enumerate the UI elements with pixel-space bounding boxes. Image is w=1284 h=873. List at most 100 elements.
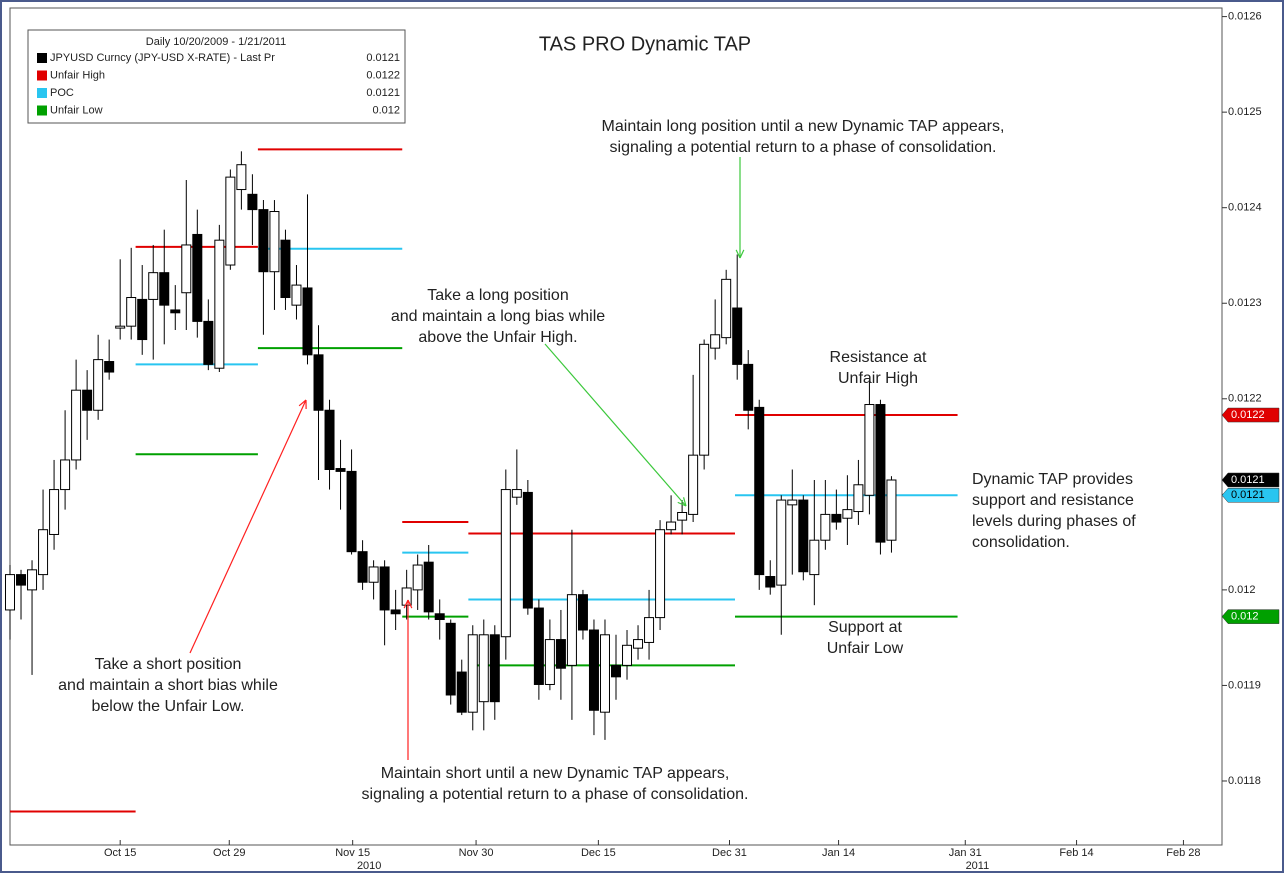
- candle-body: [500, 489, 511, 638]
- annotation: support and resistance: [972, 492, 1134, 509]
- annotation: Unfair Low: [827, 640, 904, 657]
- legend-value: 0.012: [372, 104, 400, 116]
- y-tick-label: 0.0125: [1228, 106, 1262, 118]
- legend-label: Unfair High: [50, 69, 105, 81]
- candle-body: [533, 607, 544, 685]
- y-tick-label: 0.0118: [1228, 775, 1261, 787]
- candle-body: [115, 325, 126, 329]
- candle-body: [434, 613, 445, 621]
- x-tick-label: Dec 31: [712, 847, 747, 859]
- candle-body: [280, 239, 291, 299]
- candle-body: [16, 574, 27, 586]
- candle-body: [809, 539, 820, 576]
- candle-body: [159, 272, 170, 306]
- legend-value: 0.0122: [366, 69, 400, 81]
- candle-body: [522, 491, 533, 609]
- annotation: signaling a potential return to a phase …: [362, 786, 749, 803]
- candle-body: [302, 287, 313, 356]
- candle-body: [269, 211, 280, 273]
- candle-body: [842, 509, 853, 519]
- legend-label: JPYUSD Curncy (JPY-USD X-RATE) - Last Pr: [50, 52, 275, 64]
- y-tick-label: 0.0119: [1228, 679, 1261, 691]
- price-tag: [1221, 488, 1280, 503]
- candle-body: [71, 389, 82, 461]
- x-tick-label: Oct 15: [104, 847, 136, 859]
- candle-body: [677, 511, 688, 521]
- candle-body: [38, 529, 49, 576]
- candle-body: [379, 566, 390, 611]
- candle-body: [291, 284, 302, 306]
- candle-body: [247, 193, 258, 211]
- candle-body: [126, 297, 137, 327]
- annotation: and maintain a long bias while: [391, 308, 605, 325]
- candle-body: [346, 470, 357, 553]
- annotation: Take a short position: [95, 656, 242, 673]
- candle-body: [258, 209, 269, 273]
- legend-swatch: [37, 105, 47, 116]
- candle-body: [456, 671, 467, 713]
- price-tag: [1221, 472, 1280, 488]
- candle-body: [236, 164, 247, 191]
- y-tick-label: 0.0124: [1228, 202, 1262, 214]
- legend-value: 0.0121: [366, 52, 400, 64]
- annotation: Resistance at: [830, 349, 927, 366]
- candle-body: [445, 622, 456, 696]
- candle-body: [412, 564, 423, 591]
- candle-body: [853, 484, 864, 513]
- price-tag-label: 0.0122: [1231, 409, 1265, 421]
- annotation: signaling a potential return to a phase …: [610, 139, 997, 156]
- candle-body: [831, 513, 842, 523]
- price-tag-label: 0.012: [1231, 611, 1259, 623]
- candle-body: [599, 634, 610, 713]
- chart-title: TAS PRO Dynamic TAP: [539, 33, 751, 55]
- candle-body: [588, 629, 599, 711]
- candle-body: [864, 404, 875, 496]
- candle-body: [467, 634, 478, 713]
- candle-body: [313, 354, 324, 411]
- y-tick-label: 0.0126: [1228, 11, 1262, 23]
- candle-body: [203, 320, 214, 365]
- annotation: Support at: [828, 619, 902, 636]
- price-tag-label: 0.0121: [1231, 474, 1265, 486]
- candle-body: [787, 499, 798, 506]
- candle-body: [555, 639, 566, 669]
- candle-body: [732, 307, 743, 365]
- legend-box: [27, 29, 406, 124]
- candle-body: [60, 459, 71, 491]
- candle-body: [820, 513, 831, 541]
- legend-swatch: [37, 70, 47, 81]
- y-tick-label: 0.0123: [1228, 297, 1262, 309]
- annotation: below the Unfair Low.: [92, 698, 245, 715]
- annotation: Maintain short until a new Dynamic TAP a…: [381, 765, 730, 782]
- x-tick-label: Nov 15: [335, 847, 370, 859]
- annotation: and maintain a short bias while: [58, 677, 278, 694]
- candle-body: [886, 479, 897, 541]
- candle-body: [489, 634, 500, 703]
- x-tick-label: Jan 14: [822, 847, 855, 859]
- candle-body: [368, 566, 379, 583]
- y-tick-label: 0.012: [1228, 584, 1256, 596]
- candle-body: [699, 343, 710, 456]
- candle-body: [633, 639, 644, 649]
- price-tag-label: 0.0121: [1231, 489, 1265, 501]
- candle-body: [5, 574, 15, 611]
- candle-body: [357, 551, 368, 583]
- year-label: 2010: [357, 860, 381, 872]
- candle-body: [148, 272, 159, 300]
- candle-body: [721, 278, 732, 339]
- candle-body: [566, 594, 577, 666]
- legend-header: Daily 10/20/2009 - 1/21/2011: [146, 36, 286, 48]
- candle-body: [544, 639, 555, 685]
- arrow-head: [403, 599, 413, 609]
- annotation: Take a long position: [427, 287, 568, 304]
- candle-body: [324, 409, 335, 470]
- x-tick-label: Dec 15: [581, 847, 616, 859]
- arrow-head: [298, 399, 307, 410]
- x-tick-label: Feb 28: [1166, 847, 1200, 859]
- y-tick-label: 0.0122: [1228, 393, 1262, 405]
- candle-body: [181, 244, 192, 294]
- legend-label: Unfair Low: [50, 104, 103, 116]
- candle-body: [765, 576, 776, 588]
- candle-body: [655, 529, 666, 619]
